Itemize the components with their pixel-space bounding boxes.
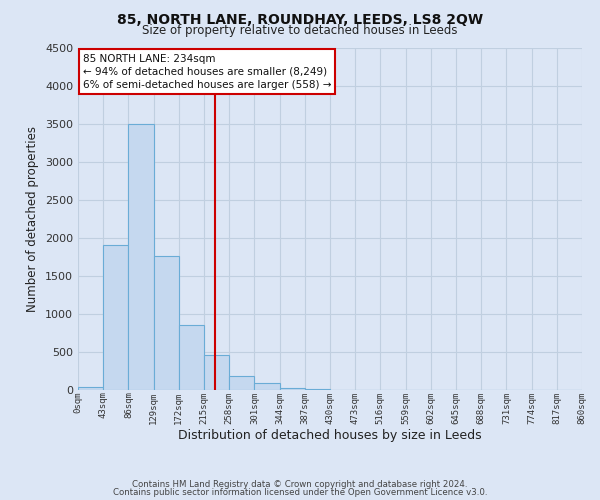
Bar <box>305 389 330 390</box>
Text: 85 NORTH LANE: 234sqm
← 94% of detached houses are smaller (8,249)
6% of semi-de: 85 NORTH LANE: 234sqm ← 94% of detached … <box>83 54 331 90</box>
Bar <box>103 246 128 390</box>
Bar <box>78 387 103 390</box>
Bar <box>154 256 179 390</box>
Text: 85, NORTH LANE, ROUNDHAY, LEEDS, LS8 2QW: 85, NORTH LANE, ROUNDHAY, LEEDS, LS8 2QW <box>117 12 483 26</box>
Bar <box>204 355 229 390</box>
Bar <box>254 383 280 390</box>
Text: Contains public sector information licensed under the Open Government Licence v3: Contains public sector information licen… <box>113 488 487 497</box>
Bar <box>229 376 254 390</box>
Bar <box>128 124 154 390</box>
Text: Size of property relative to detached houses in Leeds: Size of property relative to detached ho… <box>142 24 458 37</box>
Bar <box>280 388 305 390</box>
Y-axis label: Number of detached properties: Number of detached properties <box>26 126 40 312</box>
Text: Contains HM Land Registry data © Crown copyright and database right 2024.: Contains HM Land Registry data © Crown c… <box>132 480 468 489</box>
X-axis label: Distribution of detached houses by size in Leeds: Distribution of detached houses by size … <box>178 429 482 442</box>
Bar <box>179 324 204 390</box>
